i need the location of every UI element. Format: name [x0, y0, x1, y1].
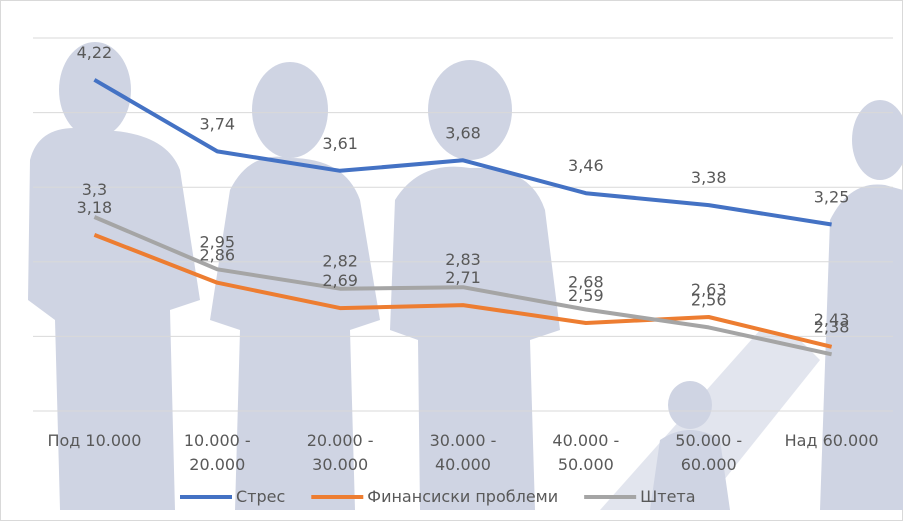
data-label: 3,38 — [691, 168, 727, 187]
data-label: 3,18 — [77, 198, 113, 217]
data-label: 2,69 — [322, 271, 358, 290]
legend-label: Стрес — [236, 487, 285, 506]
data-label: 3,3 — [82, 180, 107, 199]
x-tick-label: Над 60.000 — [785, 431, 879, 450]
data-label: 2,82 — [322, 252, 358, 271]
legend-label: Штета — [640, 487, 695, 506]
data-label: 4,22 — [77, 43, 113, 62]
data-label: 2,56 — [691, 290, 727, 309]
data-label: 2,68 — [568, 273, 604, 292]
data-label: 3,68 — [445, 123, 481, 142]
data-label: 3,46 — [568, 156, 604, 175]
data-label: 2,38 — [814, 317, 850, 336]
data-label: 2,71 — [445, 268, 481, 287]
data-label: 2,95 — [199, 232, 235, 251]
data-label: 2,83 — [445, 250, 481, 269]
data-label: 3,74 — [199, 114, 235, 133]
data-label: 3,25 — [814, 188, 850, 207]
x-tick-label: Под 10.000 — [47, 431, 141, 450]
chart: Под 10.00010.000 -20.00020.000 -30.00030… — [0, 0, 903, 521]
data-label: 3,61 — [322, 134, 358, 153]
legend-label: Финансиски проблеми — [367, 487, 558, 506]
